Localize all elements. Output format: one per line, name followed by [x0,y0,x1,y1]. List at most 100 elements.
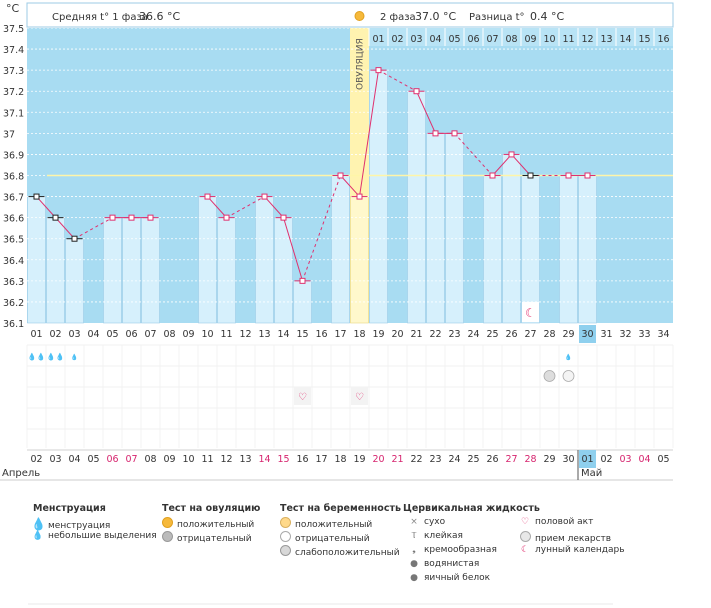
cycle-day-label: 09 [182,329,194,340]
ovulation-sun-icon [354,11,365,21]
post-ovulation-day-label: 07 [486,34,498,45]
date-label: 11 [201,454,213,465]
temperature-point [280,214,287,221]
date-label: 28 [524,454,536,465]
cycle-day-label: 31 [600,329,612,340]
temperature-point [451,130,458,137]
y-tick-label: 36.6 [3,214,24,225]
temperature-point [432,130,439,137]
pregnancy-test-icon [543,370,556,382]
phase2-label: 2 фаза [380,12,416,23]
cycle-day-label: 01 [30,329,42,340]
temperature-point [71,235,78,242]
legend-moon: ☾ лунный календарь [518,545,625,555]
legend-cervical-eggwhite: ● яичный белок [407,573,490,583]
cycle-day-label: 34 [657,329,669,340]
date-label: 01 [581,454,593,465]
heart-icon: ♡ [355,392,364,403]
date-label: 04 [68,454,80,465]
ovulation-label: ОВУЛЯЦИЯ [356,38,366,90]
temperature-point [147,214,154,221]
post-ovulation-day-label: 03 [410,34,422,45]
legend-ovtest-negative: отрицательный [160,531,252,544]
date-label: 09 [163,454,175,465]
eggwhite-icon: ● [410,573,418,583]
date-label: 25 [467,454,479,465]
temperature-bar [445,133,464,324]
y-tick-label: 37.4 [3,45,24,56]
y-tick-label: 36.2 [3,298,24,309]
moon-cell [522,302,539,322]
temperature-point [33,193,40,200]
watery-icon: ● [410,559,418,569]
cycle-day-label: 26 [505,329,517,340]
cycle-day-label: 30 [581,329,593,340]
post-ovulation-day-label: 09 [524,34,536,45]
cycle-day-label: 23 [448,329,460,340]
cycle-day-label: 24 [467,329,479,340]
legend-ovtest-positive: положительный [160,517,254,530]
date-label: 10 [182,454,194,465]
creamy-icon: ❟ [412,545,416,555]
cycle-day-label: 12 [239,329,251,340]
y-tick-label: 36.7 [3,193,24,204]
temperature-bar [274,217,293,324]
y-tick-label: 36.9 [3,150,24,161]
ovulation-negative-icon [161,531,173,542]
date-label: 26 [486,454,498,465]
cycle-day-label: 14 [277,329,289,340]
month-april-label: Апрель [2,468,40,479]
date-label: 16 [296,454,308,465]
temperature-point [375,67,382,74]
post-ovulation-day-label: 14 [619,34,631,45]
temperature-point [223,214,230,221]
temperature-point [489,172,496,179]
ovulation-positive-icon [161,517,173,528]
legend-pregtest-positive: положительный [278,517,372,530]
cycle-day-label: 10 [201,329,213,340]
legend-menstruation-item: 💧 менструация [31,517,111,531]
temperature-line [416,91,436,134]
temperature-line-gap [74,217,113,240]
temperature-bar [578,175,597,324]
sticky-icon: Ⲧ [411,531,417,541]
legend-ovulation-test-title: Тест на овуляцию [162,503,261,514]
heart-icon: ♡ [298,392,307,403]
date-label: 17 [315,454,327,465]
temperature-bar [483,175,502,324]
temperature-line-gap [378,69,417,92]
temperature-line [55,217,75,240]
cycle-day-label: 11 [220,329,232,340]
date-label: 02 [600,454,612,465]
cycle-day-label: 06 [125,329,137,340]
post-ovulation-day-label: 02 [391,34,403,45]
legend-cervical-dry: × сухо [407,517,445,527]
header-strip [26,2,674,28]
legend-spotting-item: 💧 небольшие выделения [32,531,157,541]
temperature-bar [122,217,141,324]
temperature-point [299,277,306,284]
date-label: 07 [125,454,137,465]
date-label: 22 [410,454,422,465]
post-ovulation-day-label: 16 [657,34,669,45]
post-ovulation-day-label: 01 [372,34,384,45]
post-ovulation-day-label: 08 [505,34,517,45]
date-label: 21 [391,454,403,465]
cycle-day-label: 17 [334,329,346,340]
date-label: 30 [562,454,574,465]
date-label: 15 [277,454,289,465]
temperature-bar [217,217,236,324]
temperature-bar [141,217,160,324]
temperature-point [204,193,211,200]
temperature-point [337,172,344,179]
current-day-cell [579,325,596,343]
y-tick-label: 37.1 [3,108,24,119]
cycle-day-label: 32 [619,329,631,340]
date-label: 27 [505,454,517,465]
temperature-point [584,172,591,179]
date-label: 08 [144,454,156,465]
y-tick-label: 36.4 [3,256,24,267]
cycle-day-label: 04 [87,329,99,340]
temperature-point [565,172,572,179]
